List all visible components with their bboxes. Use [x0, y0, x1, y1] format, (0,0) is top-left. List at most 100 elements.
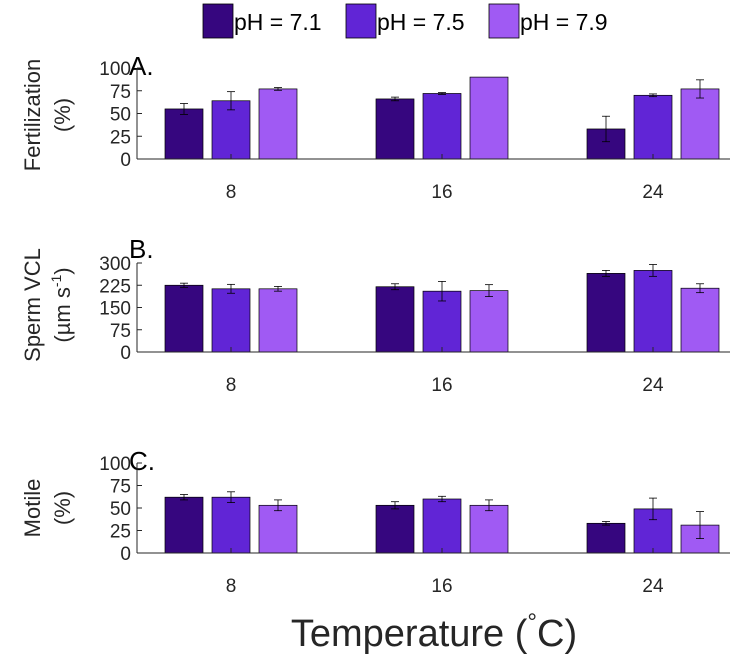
x-axis-title-degree: ° — [527, 609, 537, 636]
ylabel-b: Sperm VCL (µm s-1) — [20, 248, 75, 362]
error-bar-c-16-series-1 — [391, 501, 399, 510]
bar-c-16-series-1 — [375, 504, 415, 554]
error-bar-b-16-series-2 — [438, 280, 446, 302]
error-bar-c-24-series-1 — [602, 521, 610, 526]
bar-b-8-series-1 — [164, 284, 204, 353]
xtick-label-b-24: 24 — [642, 375, 664, 396]
xtick-label-b-16: 16 — [431, 375, 452, 396]
legend-label-ph-7-9: pH = 7.9 — [520, 9, 608, 35]
error-bar-b-24-series-2 — [649, 264, 657, 277]
legend-swatch-ph-7-1 — [202, 3, 234, 39]
xtick-label-c-24: 24 — [642, 576, 664, 597]
error-bar-b-16-series-1 — [391, 283, 399, 291]
xtick-label-c-8: 8 — [226, 576, 237, 597]
ytick-label-b-225: 225 — [99, 276, 131, 297]
ylabel-b-line-1: Sperm VCL — [20, 248, 45, 362]
x-axis-c: 8 16 24 — [137, 548, 730, 597]
bar-c-16-series-2 — [422, 498, 462, 554]
ytick-label-c-0: 0 — [120, 544, 131, 565]
ytick-label-b-150: 150 — [99, 299, 131, 320]
error-bar-b-8-series-2 — [227, 283, 235, 294]
bar-b-16-series-3 — [469, 290, 509, 353]
bar-b-8-series-2 — [211, 288, 251, 353]
ytick-label-b-75: 75 — [110, 321, 131, 342]
bar-b-24-series-1 — [586, 273, 626, 353]
error-bar-a-8-series-1 — [180, 103, 188, 115]
legend-label-ph-7-1: pH = 7.1 — [234, 9, 322, 35]
x-axis-a: 8 16 24 — [137, 154, 730, 203]
error-bar-c-16-series-3 — [485, 499, 493, 512]
bar-b-24-series-2 — [633, 270, 673, 353]
error-bar-a-8-series-3 — [274, 87, 282, 91]
bar-a-24-series-2 — [633, 94, 673, 160]
xtick-label-a-24: 24 — [642, 182, 664, 203]
error-bar-b-16-series-3 — [485, 284, 493, 297]
legend-entry-ph-7-9: pH = 7.9 — [488, 3, 608, 39]
legend-label-ph-7-5: pH = 7.5 — [377, 9, 465, 35]
error-bar-c-16-series-2 — [438, 495, 446, 503]
ylabel-b-close: ) — [50, 267, 75, 274]
xtick-label-a-8: 8 — [226, 182, 237, 203]
ylabel-a: Fertilization (%) — [20, 59, 75, 171]
panel-label-a: A. — [129, 51, 154, 81]
x-axis-title: Temperature (°C) — [291, 609, 577, 655]
bar-c-8-series-1 — [164, 496, 204, 554]
ytick-label-a-25: 25 — [110, 127, 131, 148]
ylabel-c-line-1: Motile — [20, 479, 45, 538]
error-bar-b-8-series-1 — [180, 282, 188, 288]
bar-c-24-series-1 — [586, 522, 626, 554]
x-axis-title-main: Temperature ( — [291, 613, 528, 655]
error-bar-a-24-series-3 — [696, 79, 704, 99]
error-bar-a-24-series-1 — [602, 115, 610, 143]
xtick-label-a-16: 16 — [431, 182, 452, 203]
bar-c-16-series-3 — [469, 504, 509, 554]
bar-b-16-series-1 — [375, 286, 415, 353]
ylabel-a-line-2: (%) — [50, 98, 75, 132]
ytick-label-c-25: 25 — [110, 522, 131, 543]
bar-c-8-series-3 — [258, 504, 298, 554]
panel-label-b: B. — [129, 234, 154, 264]
ylabel-c: Motile (%) — [20, 479, 75, 538]
bar-a-16-series-1 — [375, 98, 415, 160]
panel-label-c: C. — [129, 446, 155, 476]
ytick-label-c-100: 100 — [99, 454, 131, 475]
error-bar-b-24-series-3 — [696, 283, 704, 294]
error-bar-c-8-series-2 — [227, 491, 235, 504]
xtick-label-c-16: 16 — [431, 576, 452, 597]
error-bar-a-8-series-2 — [227, 91, 235, 111]
ylabel-b-unit: (µm s — [50, 287, 75, 342]
error-bar-c-24-series-2 — [649, 497, 657, 521]
ytick-label-a-0: 0 — [120, 150, 131, 171]
error-bar-a-16-series-1 — [391, 96, 399, 102]
error-bar-b-8-series-3 — [274, 286, 282, 292]
ylabel-a-line-1: Fertilization — [20, 59, 45, 171]
ytick-label-a-50: 50 — [110, 105, 131, 126]
error-bar-c-8-series-1 — [180, 494, 188, 501]
bar-a-24-series-3 — [680, 88, 720, 160]
error-bar-a-16-series-2 — [438, 92, 446, 95]
bars-a — [164, 76, 720, 160]
ytick-label-c-75: 75 — [110, 477, 131, 498]
bar-a-8-series-1 — [164, 108, 204, 160]
bar-b-24-series-3 — [680, 287, 720, 353]
xtick-label-b-8: 8 — [226, 375, 237, 396]
ytick-label-b-300: 300 — [99, 254, 131, 275]
ytick-label-b-0: 0 — [120, 343, 131, 364]
ylabel-b-superscript: -1 — [48, 275, 64, 288]
bar-b-8-series-3 — [258, 288, 298, 353]
bars-c — [164, 491, 720, 554]
ytick-label-a-75: 75 — [110, 82, 131, 103]
error-bar-a-24-series-2 — [649, 93, 657, 98]
bar-a-8-series-3 — [258, 88, 298, 160]
bar-a-16-series-2 — [422, 93, 462, 160]
error-bar-c-24-series-3 — [696, 511, 704, 539]
legend-entry-ph-7-5: pH = 7.5 — [345, 3, 465, 39]
ytick-label-c-50: 50 — [110, 499, 131, 520]
bar-a-16-series-3 — [469, 76, 509, 160]
bar-c-8-series-2 — [211, 496, 251, 554]
